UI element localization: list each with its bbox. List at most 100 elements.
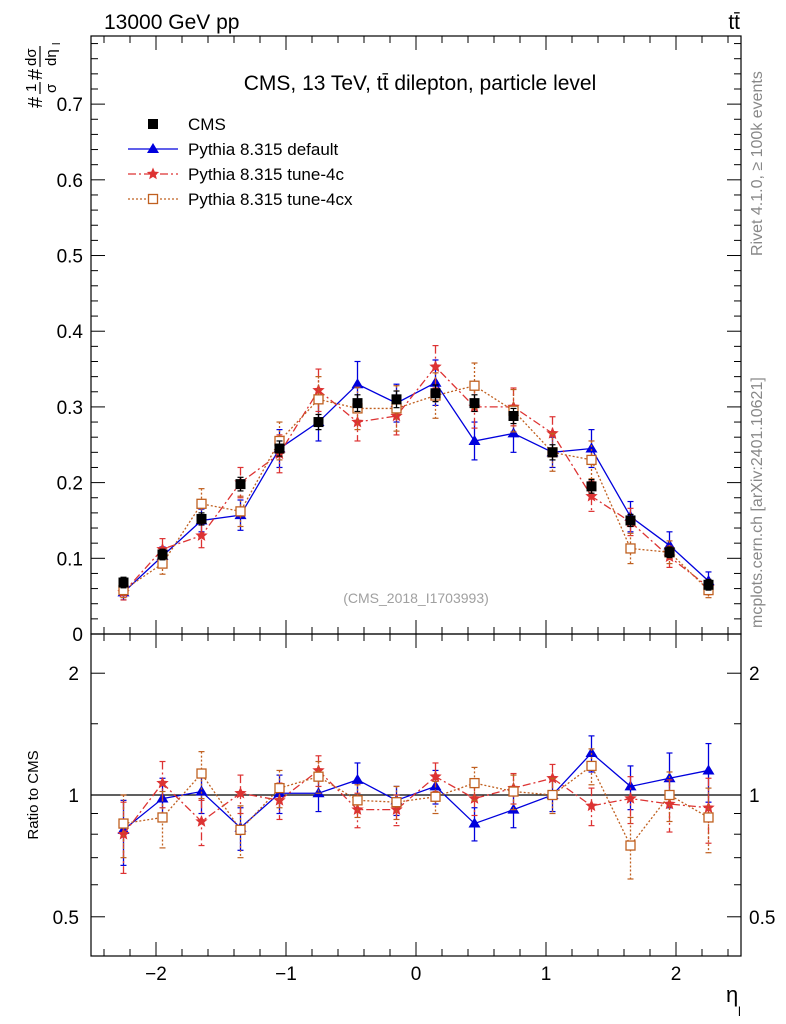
data-point [157,558,168,569]
energy-label: 13000 GeV pp [104,11,239,34]
data-point [352,398,363,409]
data-point [546,771,559,784]
data-point [703,812,714,823]
data-point [625,840,636,851]
ratio-y-tick-label-right: 0.5 [749,908,775,929]
data-point [663,797,676,810]
data-point [274,443,285,454]
ratio-y-tick-label: 2 [68,664,79,685]
legend-label: Pythia 8.315 tune-4c [188,165,344,184]
data-point [429,770,442,782]
data-point [157,812,168,823]
data-point [624,792,637,804]
ratio-y-tick-label: 0.5 [53,908,79,929]
ylabel-hash2: # [25,68,47,80]
data-point [196,498,207,509]
data-point [625,515,636,526]
data-point [508,410,519,421]
series-line [123,381,709,593]
main-series-group [117,344,715,601]
data-point [585,442,598,453]
process-label: tt̄ [728,11,740,34]
y-tick-label: 0 [72,625,83,646]
x-tick-label: 0 [411,964,422,985]
data-point [147,143,159,153]
series-line [123,764,709,847]
data-point [430,388,441,399]
data-point [703,579,714,590]
data-point [313,417,324,428]
data-point [312,787,325,798]
data-point [547,447,558,458]
data-point [429,360,442,373]
data-point [313,771,324,782]
ylabel-frac-den: dη [43,49,60,66]
main-series-pythia-8-315-tune-4c [117,344,715,601]
data-point [508,786,519,797]
series-line [122,769,709,835]
main-axis-ticks: 0 0.1 0.2 0.3 0.4 0.5 0.6 0.7 −2 −1 0 1 2 [57,36,741,985]
analysis-watermark: (CMS_2018_I1703993) [343,590,489,606]
ratio-series-pythia-8-315-tune-4cx [118,748,714,880]
xlabel-base: η [726,982,738,1007]
series-line [123,752,709,831]
data-point [195,529,208,541]
data-point [585,747,598,758]
legend: CMS Pythia 8.315 default Pythia 8.315 tune… [128,115,353,209]
y-tick-label: 0.4 [57,322,84,343]
data-point [586,481,597,492]
data-point [468,434,481,445]
data-point [118,818,129,829]
ratio-y-tick-label: 1 [68,786,79,807]
legend-label: Pythia 8.315 default [188,140,339,159]
mcplots-source-label: mcplots.cern.ch [arXiv:2401.10621] [749,377,766,628]
data-point [235,479,246,490]
data-point [702,801,715,814]
data-point [351,773,364,784]
data-point [117,827,130,840]
legend-label: CMS [188,115,226,134]
main-series-cms [118,384,714,591]
data-point [664,547,675,558]
data-point [157,549,168,560]
data-point [547,789,558,801]
rivet-version-label: Rivet 4.1.0, ≥ 100k events [749,71,766,256]
ratio-series-pythia-8-315-tune-4c [117,755,715,875]
data-point [274,782,285,794]
ratio-y-tick-label-right: 1 [749,786,760,807]
data-point [391,797,402,808]
series-line [123,365,709,593]
data-point [156,776,169,789]
data-point [235,824,246,836]
data-point [195,815,208,827]
data-point [702,764,715,775]
data-point [585,489,598,502]
data-point [351,415,364,428]
series-line [123,385,709,591]
legend-item: Pythia 8.315 tune-4c [128,165,344,184]
main-ylabel: # 1 σ # dσ dη l [23,43,63,108]
data-point [468,817,481,828]
data-point [546,426,559,439]
data-point [468,792,481,804]
data-point [664,789,675,801]
x-axis-title: η l [726,982,741,1019]
data-point [148,119,158,129]
y-tick-label: 0.6 [57,171,83,192]
xlabel-sub: l [738,1004,741,1019]
data-point [352,795,363,806]
data-point [469,380,480,391]
ratio-series-group [117,735,715,880]
data-point [118,577,129,588]
data-point [585,799,598,812]
x-tick-label: −2 [145,964,167,985]
y-tick-label: 0.2 [57,474,83,495]
data-point [147,193,159,205]
data-point [234,786,247,799]
y-tick-label: 0.7 [57,95,83,116]
data-point [430,791,441,802]
data-point [390,803,403,815]
ratio-series-pythia-8-315-default [117,735,715,866]
plot-title: CMS, 13 TeV, tt̄ dilepton, particle leve… [244,72,597,95]
